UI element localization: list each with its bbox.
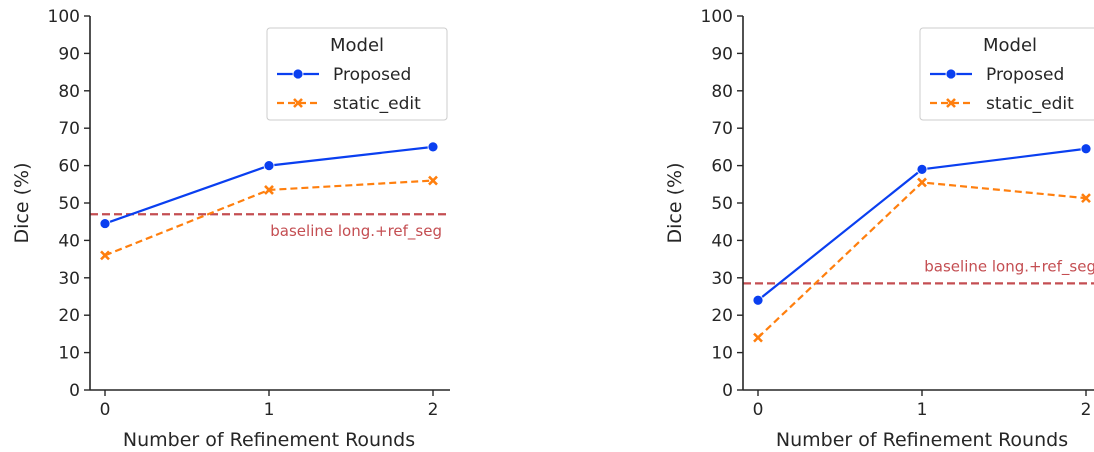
series-line-Proposed [104, 145, 434, 225]
legend-marker-static-edit [946, 98, 956, 108]
data-point-static-edit-2 [428, 175, 438, 186]
baseline-label: baseline long.+ref_seg [924, 257, 1094, 276]
y-axis-label: Dice (%) [664, 163, 686, 244]
x-tick-label: 0 [753, 400, 764, 420]
data-point-Proposed-2 [427, 141, 439, 153]
data-point-static-edit-2 [1081, 193, 1091, 204]
legend-label: Proposed [986, 65, 1064, 85]
y-tick-label: 60 [58, 157, 80, 177]
data-point-Proposed-2 [1080, 143, 1092, 155]
data-point-static-edit-1-stroke-b [917, 177, 927, 188]
x-tick-label: 0 [100, 400, 111, 420]
y-tick-label: 70 [711, 119, 733, 139]
data-point-Proposed-1 [263, 160, 275, 172]
x-axis-label: Number of Refinement Rounds [123, 429, 415, 451]
y-tick-label: 90 [58, 44, 80, 64]
legend: Model Proposed static_edit [919, 27, 1094, 121]
y-tick-label: 10 [58, 344, 80, 364]
y-tick-label: 50 [711, 194, 733, 214]
chart-panel-2: baseline long.+ref_seg010203040506070809… [664, 7, 1094, 451]
data-point-static-edit-0-stroke-b [100, 250, 110, 261]
y-tick-label: 30 [711, 269, 733, 289]
data-point-static-edit-1 [917, 177, 927, 188]
legend-label: static_edit [986, 94, 1074, 114]
data-point-static-edit-2-stroke-b [428, 175, 438, 186]
chart-panel-1: baseline long.+ref_seg010203040506070809… [11, 7, 450, 451]
baseline-label: baseline long.+ref_seg [270, 222, 442, 241]
data-point-Proposed-0 [99, 218, 111, 229]
data-point-static-edit-0 [753, 332, 763, 343]
y-tick-label: 0 [69, 381, 80, 401]
data-point-static-edit-0-stroke-b [753, 332, 763, 343]
legend-label: static_edit [333, 94, 421, 114]
y-tick-label: 30 [58, 269, 80, 289]
legend-marker-static-edit-stroke-b [946, 98, 956, 108]
x-tick-label: 1 [264, 400, 275, 420]
y-tick-label: 0 [722, 381, 733, 401]
y-tick-label: 80 [711, 82, 733, 102]
legend-title: Model [983, 35, 1037, 56]
y-tick-label: 70 [58, 119, 80, 139]
data-point-static-edit-2-stroke-b [1081, 193, 1091, 204]
x-tick-label: 2 [428, 400, 439, 420]
y-tick-label: 100 [701, 7, 733, 27]
x-tick-label: 1 [917, 400, 928, 420]
data-point-static-edit-1 [264, 184, 274, 195]
data-point-static-edit-0 [100, 250, 110, 261]
series-line-static-edit [104, 179, 434, 257]
legend-marker-Proposed [292, 68, 304, 80]
x-tick-label: 2 [1081, 400, 1092, 420]
y-axis-label: Dice (%) [11, 163, 33, 244]
legend-title: Model [330, 35, 384, 56]
y-tick-label: 60 [711, 157, 733, 177]
y-tick-label: 80 [58, 82, 80, 102]
y-tick-label: 40 [711, 231, 733, 251]
legend-marker-static-edit-stroke-b [293, 98, 303, 108]
legend-label: Proposed [333, 65, 411, 85]
y-tick-label: 10 [711, 344, 733, 364]
y-tick-label: 90 [711, 44, 733, 64]
data-point-Proposed-1 [916, 163, 928, 175]
y-tick-label: 50 [58, 194, 80, 214]
legend-box [266, 27, 448, 121]
y-tick-label: 40 [58, 231, 80, 251]
y-tick-label: 100 [48, 7, 80, 27]
legend: Model Proposed static_edit [266, 27, 448, 121]
x-axis-label: Number of Refinement Rounds [776, 429, 1068, 451]
y-tick-label: 20 [58, 306, 80, 326]
y-tick-label: 20 [711, 306, 733, 326]
legend-marker-static-edit [293, 98, 303, 108]
legend-marker-Proposed [945, 68, 957, 80]
data-point-static-edit-1-stroke-b [264, 184, 274, 195]
legend-box [919, 27, 1094, 121]
data-point-Proposed-0 [752, 294, 764, 306]
